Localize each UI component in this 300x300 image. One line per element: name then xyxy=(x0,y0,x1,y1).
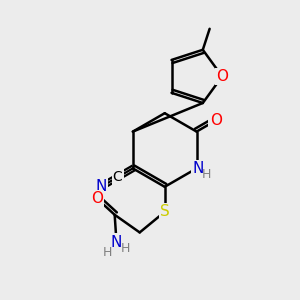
Text: H: H xyxy=(103,246,112,259)
Text: N: N xyxy=(192,161,204,176)
Text: S: S xyxy=(160,204,169,219)
Text: H: H xyxy=(202,168,212,182)
Text: H: H xyxy=(120,242,130,254)
Text: O: O xyxy=(216,69,228,84)
Text: C: C xyxy=(113,170,122,184)
Text: O: O xyxy=(210,113,222,128)
Text: O: O xyxy=(91,191,103,206)
Text: N: N xyxy=(110,235,122,250)
Text: N: N xyxy=(95,179,107,194)
